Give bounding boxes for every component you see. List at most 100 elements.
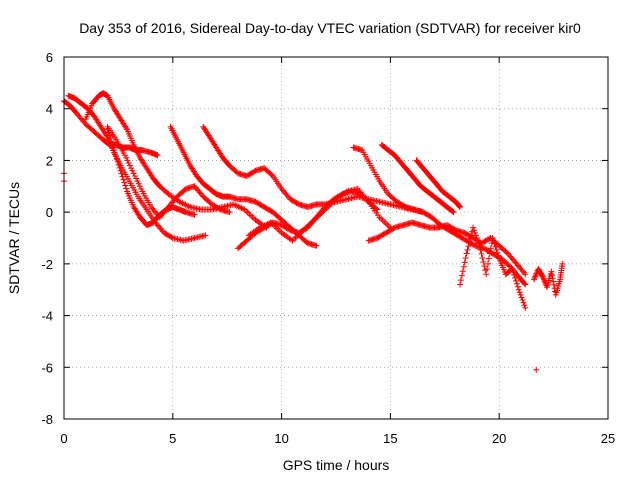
data-point — [108, 138, 115, 145]
data-point — [549, 275, 556, 282]
data-point — [130, 170, 137, 177]
data-point — [110, 144, 117, 151]
x-tick-label: 10 — [274, 431, 288, 446]
series-arc-n — [457, 224, 529, 311]
data-point — [522, 281, 529, 288]
x-tick-label: 0 — [60, 431, 67, 446]
data-point — [531, 274, 538, 281]
data-point — [512, 277, 519, 284]
data-point — [122, 182, 129, 189]
data-point — [456, 203, 463, 210]
data-point — [521, 302, 528, 309]
y-tick-label: 2 — [46, 153, 53, 168]
series-arc-c — [82, 90, 270, 231]
series-arc-o — [531, 260, 566, 298]
data-point — [450, 209, 457, 216]
data-point — [512, 274, 519, 281]
data-point — [471, 229, 478, 236]
data-point — [521, 280, 528, 287]
data-point — [472, 232, 479, 239]
x-tick-label: 20 — [492, 431, 506, 446]
series-arc-l — [413, 157, 464, 210]
data-point — [461, 259, 468, 266]
data-point — [495, 252, 502, 259]
y-tick-label: -6 — [41, 360, 53, 375]
data-point — [467, 235, 474, 242]
series-arc-e — [104, 126, 198, 229]
data-point — [511, 271, 518, 278]
data-point — [540, 276, 547, 283]
data-point — [128, 165, 135, 172]
data-point — [460, 263, 467, 270]
data-point — [226, 209, 233, 216]
data-point — [510, 268, 517, 275]
y-axis-label: SDTVAR / TECUs — [6, 182, 22, 294]
grid — [64, 57, 608, 419]
data-point — [475, 240, 482, 247]
data-point — [480, 259, 487, 266]
data-point — [550, 278, 557, 285]
data-point — [123, 124, 130, 131]
data-point — [113, 155, 120, 162]
data-point — [473, 235, 480, 241]
data-point — [458, 272, 465, 279]
y-tick-label: 6 — [46, 50, 53, 65]
data-point — [136, 183, 143, 190]
y-tick-label: -2 — [41, 257, 53, 272]
data-point — [466, 239, 473, 246]
data-point — [457, 281, 464, 288]
series-arc-m — [365, 219, 529, 278]
data-point — [116, 164, 123, 171]
chart-title: Day 353 of 2016, Sidereal Day-to-day VTE… — [79, 20, 581, 36]
series-arc-k — [378, 141, 457, 216]
data-point — [518, 294, 525, 301]
data-point — [168, 234, 175, 241]
data-point — [540, 275, 547, 282]
data-point — [471, 227, 478, 234]
data-point — [531, 276, 538, 283]
data-point — [104, 126, 111, 133]
data-point — [493, 246, 500, 253]
data-point — [517, 291, 524, 298]
data-point — [485, 260, 492, 267]
data-point — [514, 283, 521, 290]
data-point — [111, 150, 118, 157]
series-arc-f — [167, 123, 320, 249]
data-point — [465, 243, 472, 250]
data-point — [449, 208, 456, 215]
data-point — [532, 271, 539, 278]
data-point — [462, 254, 469, 261]
series-arc-b — [65, 92, 209, 244]
data-point — [479, 254, 486, 261]
data-point — [124, 157, 131, 164]
data-point — [489, 235, 496, 241]
data-point — [457, 277, 464, 284]
series-arc-i — [245, 185, 394, 244]
data-point — [105, 129, 112, 136]
data-point — [106, 132, 113, 139]
data-point — [202, 232, 209, 239]
data-point — [117, 167, 124, 174]
data-point — [559, 260, 566, 267]
data-point — [516, 289, 523, 296]
data-point — [464, 246, 471, 253]
data-point — [455, 202, 462, 209]
x-axis-label: GPS time / hours — [283, 457, 390, 473]
data-point — [515, 286, 522, 293]
data-point — [313, 242, 320, 249]
data-point — [191, 211, 198, 218]
data-point — [111, 147, 118, 154]
data-point — [115, 161, 122, 168]
y-tick-label: 4 — [46, 102, 53, 117]
data-point — [490, 237, 497, 244]
data-point — [112, 152, 119, 159]
data-point — [487, 245, 494, 252]
data-point — [121, 179, 128, 186]
data-point — [539, 272, 546, 279]
data-point — [129, 167, 136, 174]
data-point — [532, 273, 539, 280]
data-point — [109, 141, 116, 148]
data-point — [457, 203, 464, 210]
data-point — [123, 185, 130, 192]
